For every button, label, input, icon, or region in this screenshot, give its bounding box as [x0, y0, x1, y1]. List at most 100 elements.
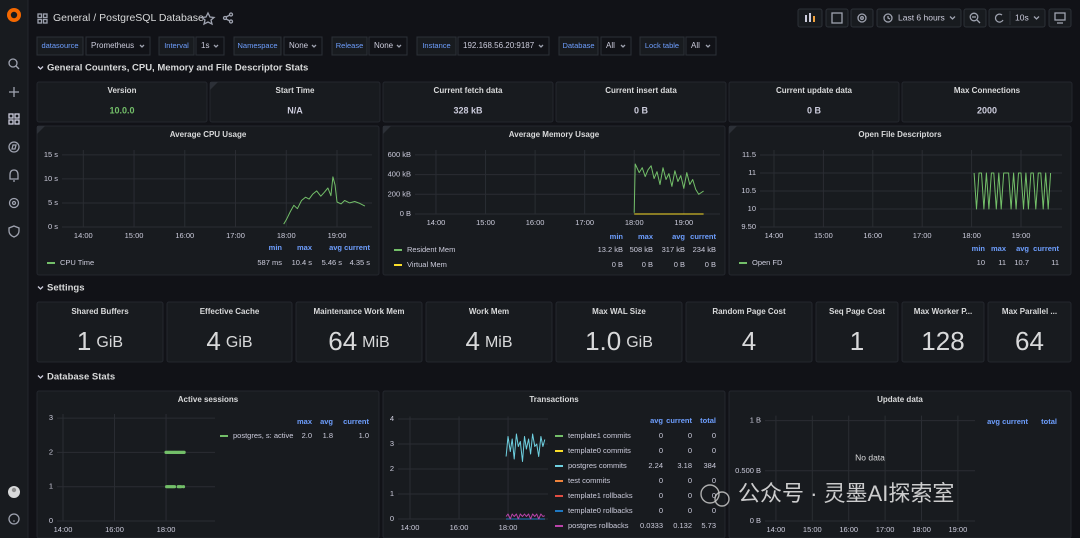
- legend-value: 0: [688, 476, 692, 485]
- x-tick-label: 18:00: [625, 218, 644, 227]
- variable-value[interactable]: All: [606, 41, 615, 50]
- panel: [209, 81, 381, 123]
- variable-value[interactable]: 192.168.56.20:9187: [463, 41, 535, 50]
- tv-mode-button[interactable]: [1048, 8, 1072, 28]
- setting-value: 4: [742, 326, 756, 356]
- variable-label: Database: [562, 41, 594, 50]
- stat-value: 0 B: [634, 105, 649, 115]
- time-range[interactable]: Last 6 hours: [898, 12, 945, 22]
- setting-number: 1: [77, 326, 91, 356]
- x-tick-label: 19:00: [674, 218, 693, 227]
- help-icon[interactable]: [8, 513, 20, 525]
- share-icon[interactable]: [222, 12, 234, 24]
- setting-title: Maintenance Work Mem: [314, 307, 405, 316]
- dashboard-title[interactable]: General / PostgreSQL Database: [53, 12, 204, 24]
- x-tick-label: 18:00: [157, 525, 176, 534]
- legend-name: Virtual Mem: [407, 260, 447, 269]
- y-tick-label: 200 kB: [388, 189, 411, 198]
- legend-value: 0: [659, 476, 663, 485]
- legend-value: 5.73: [701, 521, 716, 530]
- setting-title: Shared Buffers: [71, 307, 129, 316]
- legend-value: 0: [688, 446, 692, 455]
- explore-icon[interactable]: [8, 141, 20, 153]
- variable-value[interactable]: None: [374, 41, 394, 50]
- variable-value[interactable]: All: [691, 41, 700, 50]
- variable-select[interactable]: [457, 36, 550, 56]
- star-icon[interactable]: [200, 11, 216, 26]
- x-tick-label: 16:00: [839, 525, 858, 534]
- x-tick-label: 19:00: [328, 231, 347, 240]
- panel-title: Average Memory Usage: [509, 130, 600, 139]
- variable-value[interactable]: Prometheus: [91, 41, 134, 50]
- y-tick-label: 11: [748, 168, 756, 177]
- legend-column-header: max: [638, 232, 654, 241]
- variable-value[interactable]: 1s: [201, 41, 209, 50]
- variable-select[interactable]: [195, 36, 225, 56]
- refresh-button[interactable]: [988, 8, 1046, 28]
- series-line: [633, 163, 704, 213]
- series-line: [283, 176, 366, 225]
- legend-column-header: avg: [329, 243, 342, 252]
- stat-title: Current update data: [776, 86, 853, 95]
- legend-column-header: current: [1002, 417, 1028, 426]
- variable-select[interactable]: [368, 36, 408, 56]
- row-title[interactable]: Settings: [47, 283, 84, 294]
- variable-label: Namespace: [237, 41, 277, 50]
- x-tick-label: 15:00: [803, 525, 822, 534]
- variable-value[interactable]: None: [289, 41, 309, 50]
- legend-value: 0.0333: [640, 521, 663, 530]
- row-title[interactable]: Database Stats: [47, 372, 115, 383]
- legend-value: 1.8: [323, 431, 333, 440]
- variable-label: datasource: [41, 41, 78, 50]
- y-tick-label: 3: [49, 413, 53, 422]
- y-tick-label: 9.50: [741, 222, 756, 231]
- zoom-out-button[interactable]: [963, 8, 987, 28]
- x-tick-label: 16:00: [863, 231, 882, 240]
- setting-value: 64: [1015, 326, 1044, 356]
- variable-select[interactable]: [283, 36, 323, 56]
- x-tick-label: 18:00: [499, 523, 518, 532]
- legend-column-header: max: [297, 417, 313, 426]
- variable-select[interactable]: [600, 36, 632, 56]
- row-chevron[interactable]: [37, 375, 44, 379]
- y-tick-label: 1 B: [750, 416, 761, 425]
- settings-button[interactable]: [850, 8, 874, 28]
- no-data: No data: [855, 453, 885, 463]
- legend-value: 508 kB: [630, 245, 653, 254]
- create-icon[interactable]: [9, 87, 19, 97]
- row-title[interactable]: General Counters, CPU, Memory and File D…: [47, 63, 308, 74]
- panel: [728, 81, 900, 123]
- chevron: [311, 44, 317, 48]
- panel: [815, 301, 899, 363]
- add-panel-button[interactable]: [797, 8, 823, 28]
- save-button[interactable]: [825, 8, 849, 28]
- panel: [987, 301, 1072, 363]
- alerting-icon[interactable]: [9, 169, 19, 182]
- setting-title: Max Parallel ...: [1002, 307, 1057, 316]
- panel: [728, 125, 1072, 276]
- shield-icon[interactable]: [8, 225, 20, 238]
- info-corner: [729, 126, 737, 134]
- grafana-logo[interactable]: [7, 8, 21, 22]
- dashboards-icon[interactable]: [8, 113, 20, 125]
- row-chevron[interactable]: [37, 66, 44, 70]
- legend-value: 0: [712, 446, 716, 455]
- legend-value: 587 ms: [257, 258, 282, 267]
- stat-value: 0 B: [807, 105, 822, 115]
- row-chevron[interactable]: [37, 286, 44, 290]
- variable-select[interactable]: [685, 36, 717, 56]
- legend-value: 0.132: [673, 521, 692, 530]
- legend-column-header: current: [344, 243, 370, 252]
- time-picker[interactable]: [876, 8, 962, 28]
- setting-value: 128: [921, 326, 964, 356]
- y-tick-label: 600 kB: [388, 150, 411, 159]
- setting-value: 1: [850, 326, 864, 356]
- avatar[interactable]: [8, 486, 20, 498]
- variable-label-box: [331, 36, 368, 56]
- search-icon[interactable]: [8, 58, 20, 70]
- variable-label: Instance: [422, 41, 450, 50]
- variable-select[interactable]: [85, 36, 151, 56]
- refresh-interval[interactable]: 10s: [1015, 12, 1029, 22]
- x-tick-label: 17:00: [913, 231, 932, 240]
- config-icon[interactable]: [8, 197, 20, 209]
